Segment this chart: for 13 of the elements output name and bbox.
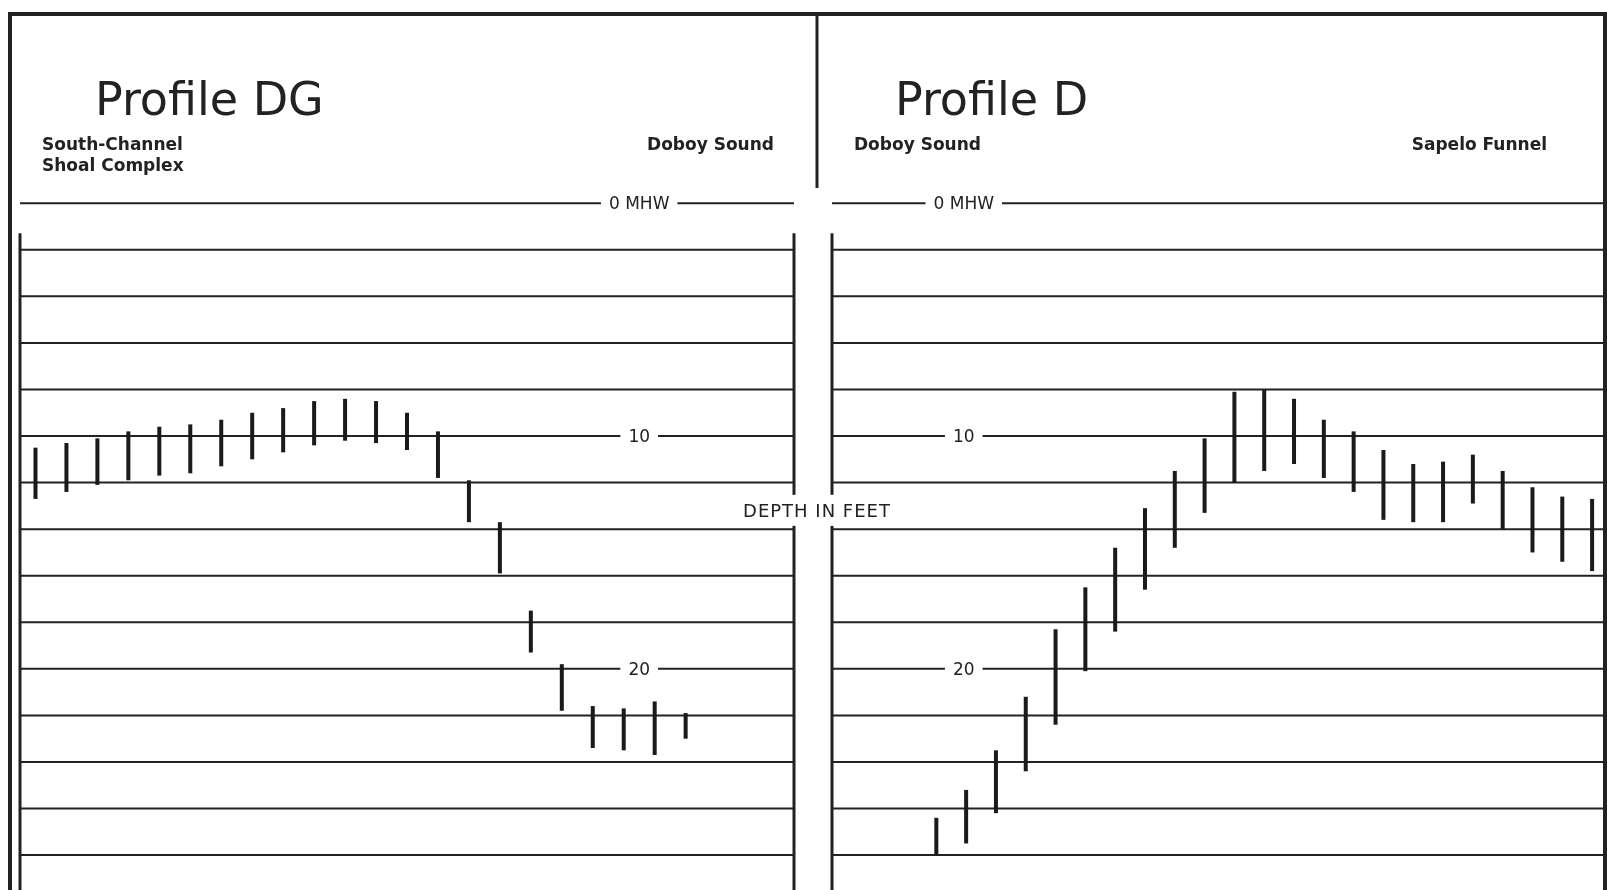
text: Profile DG — [95, 72, 324, 126]
annotation: Doboy Sound — [647, 134, 774, 154]
annotation: Doboy Sound — [854, 134, 981, 154]
annotation: South-Channel Shoal Complex — [42, 134, 184, 176]
text: Profile D — [895, 72, 1089, 126]
y-tick-label: 20 — [952, 658, 975, 679]
annotation: Sapelo Funnel — [1411, 134, 1547, 154]
y-tick-label: 10 — [628, 425, 651, 446]
y-tick-label: 0 MHW — [933, 193, 995, 214]
y-tick-label: 10 — [952, 425, 975, 446]
y-tick-label: 0 MHW — [608, 193, 670, 214]
y-tick-label: 20 — [628, 658, 651, 679]
y-axis-title: DEPTH IN FEET — [743, 499, 891, 521]
